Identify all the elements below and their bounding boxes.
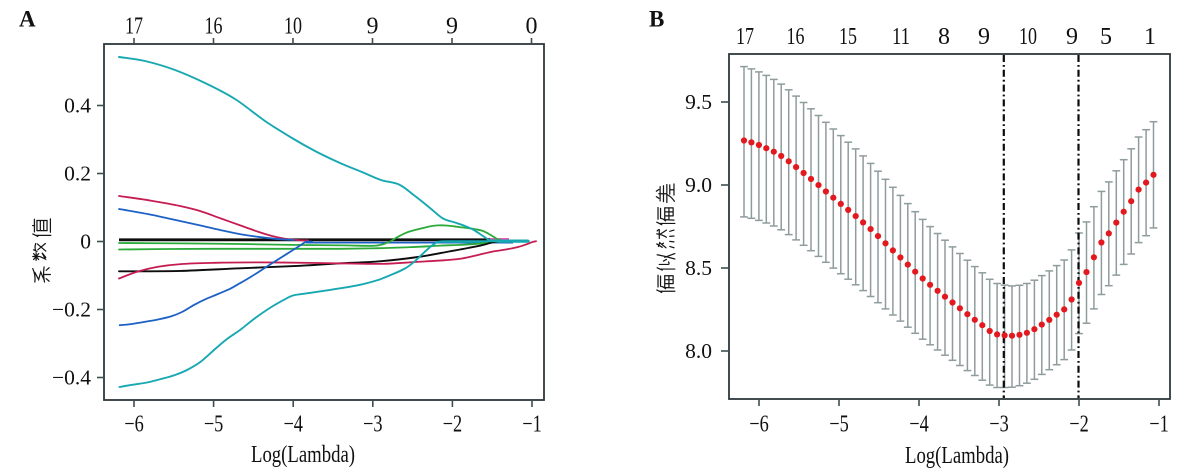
svg-text:8.5: 8.5 bbox=[685, 256, 712, 280]
svg-text:−4: −4 bbox=[283, 412, 303, 438]
svg-text:9: 9 bbox=[367, 14, 379, 40]
svg-text:Log(Lambda): Log(Lambda) bbox=[251, 442, 355, 468]
svg-text:−4: −4 bbox=[909, 412, 929, 438]
svg-text:0.2: 0.2 bbox=[64, 162, 91, 186]
svg-text:10: 10 bbox=[284, 14, 302, 40]
svg-text:−3: −3 bbox=[363, 412, 383, 438]
svg-text:17: 17 bbox=[736, 24, 754, 50]
svg-text:16: 16 bbox=[205, 14, 223, 40]
svg-text:8: 8 bbox=[938, 24, 950, 50]
svg-text:5: 5 bbox=[1100, 24, 1112, 50]
svg-text:Log(Lambda): Log(Lambda) bbox=[905, 443, 1009, 468]
svg-text:−2: −2 bbox=[1069, 412, 1089, 438]
svg-text:9.5: 9.5 bbox=[685, 90, 712, 114]
svg-text:16: 16 bbox=[787, 24, 805, 50]
svg-text:0: 0 bbox=[526, 14, 538, 40]
svg-text:−1: −1 bbox=[1149, 412, 1169, 438]
svg-text:9: 9 bbox=[1066, 24, 1078, 50]
svg-text:1: 1 bbox=[1144, 24, 1156, 50]
svg-text:−5: −5 bbox=[829, 412, 849, 438]
svg-text:15: 15 bbox=[839, 24, 857, 50]
svg-text:−6: −6 bbox=[124, 412, 144, 438]
svg-text:0: 0 bbox=[80, 230, 91, 254]
svg-text:10: 10 bbox=[1019, 24, 1037, 50]
svg-text:−5: −5 bbox=[204, 412, 224, 438]
svg-text:−6: −6 bbox=[749, 412, 769, 438]
svg-text:0.4: 0.4 bbox=[64, 94, 91, 118]
svg-text:9: 9 bbox=[446, 14, 458, 40]
svg-text:9: 9 bbox=[978, 24, 990, 50]
svg-text:−0.2: −0.2 bbox=[52, 298, 91, 322]
svg-text:−1: −1 bbox=[522, 412, 542, 438]
svg-text:−2: −2 bbox=[443, 412, 463, 438]
svg-text:−0.4: −0.4 bbox=[52, 366, 91, 390]
svg-text:8.0: 8.0 bbox=[685, 339, 712, 363]
svg-text:9.0: 9.0 bbox=[685, 173, 712, 197]
svg-text:B: B bbox=[649, 7, 664, 32]
svg-text:−3: −3 bbox=[989, 412, 1009, 438]
svg-text:A: A bbox=[19, 7, 36, 32]
svg-text:17: 17 bbox=[125, 14, 143, 40]
svg-text:11: 11 bbox=[892, 24, 910, 50]
